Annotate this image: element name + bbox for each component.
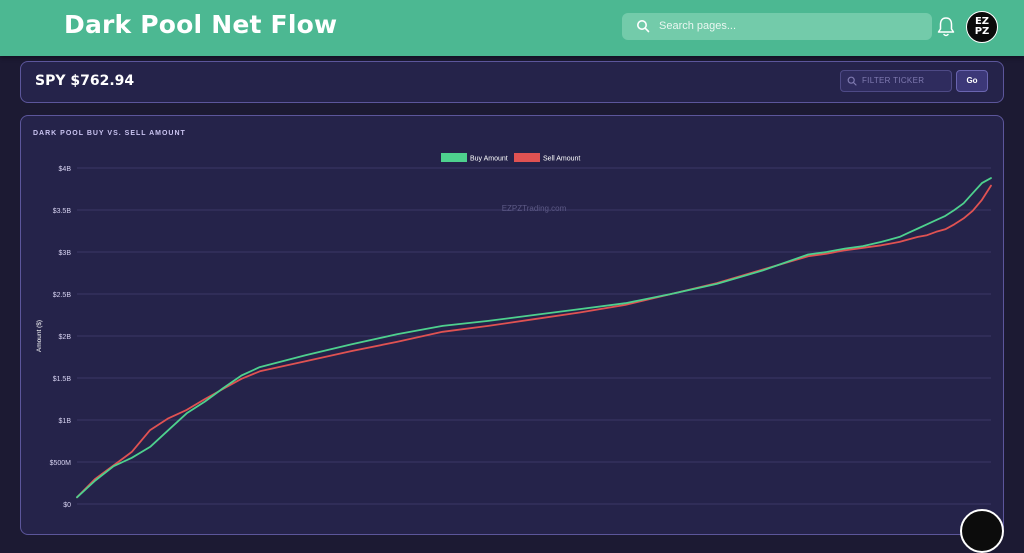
y-tick-label: $3.5B bbox=[53, 208, 72, 215]
ticker-price: SPY $762.94 bbox=[35, 73, 135, 89]
search-input[interactable]: Search pages... bbox=[659, 20, 737, 32]
net-flow-chart: $0 $500M $1B $1.5B $2B $2.5B $3B $3.5B $4B Amount… bbox=[36, 153, 992, 509]
ticker-panel: SPY $762.94 FILTER TICKER Go bbox=[20, 61, 1004, 103]
y-tick-label: $4B bbox=[59, 166, 72, 173]
y-tick-label: $1B bbox=[59, 418, 72, 425]
y-tick-label: $2B bbox=[59, 334, 72, 341]
y-tick-label: $3B bbox=[59, 250, 72, 257]
search-bar[interactable]: Search pages... bbox=[622, 13, 932, 40]
legend-label: Sell Amount bbox=[543, 156, 580, 163]
sell-amount-line bbox=[76, 184, 992, 499]
filter-placeholder: FILTER TICKER bbox=[862, 76, 925, 85]
y-tick-label: $0 bbox=[63, 502, 71, 509]
y-axis-label: Amount ($) bbox=[36, 320, 43, 352]
go-button[interactable]: Go bbox=[956, 70, 988, 92]
search-icon bbox=[637, 20, 650, 33]
bell-icon[interactable] bbox=[936, 16, 956, 38]
buy-amount-line bbox=[76, 177, 992, 499]
legend-label: Buy Amount bbox=[470, 156, 508, 163]
search-icon bbox=[847, 76, 857, 86]
avatar[interactable]: EZ PZ bbox=[966, 11, 998, 43]
y-tick-label: $2.5B bbox=[53, 292, 72, 299]
watermark: EZPZTrading.com bbox=[502, 204, 567, 213]
legend-swatch bbox=[441, 153, 467, 162]
chat-widget-button[interactable] bbox=[960, 509, 1004, 553]
avatar-logo: EZ PZ bbox=[974, 16, 990, 37]
filter-ticker-input[interactable]: FILTER TICKER bbox=[840, 70, 952, 92]
top-bar: Dark Pool Net Flow Search pages... EZ PZ bbox=[0, 0, 1024, 56]
y-tick-label: $500M bbox=[50, 460, 72, 467]
legend-swatch bbox=[514, 153, 540, 162]
chart-panel: DARK POOL BUY VS. SELL AMOUNT $0 $500M $1B… bbox=[20, 115, 1004, 535]
chart-panel-title: DARK POOL BUY VS. SELL AMOUNT bbox=[33, 130, 186, 137]
page-title: Dark Pool Net Flow bbox=[64, 10, 338, 39]
y-tick-label: $1.5B bbox=[53, 376, 72, 383]
